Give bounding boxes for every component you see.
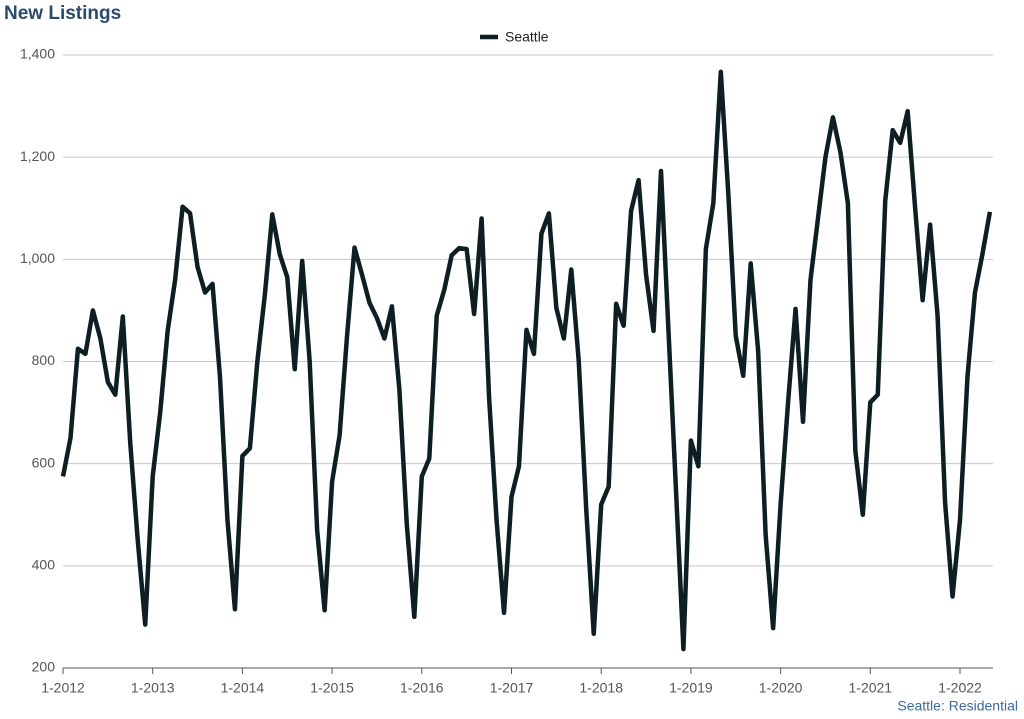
x-tick-label: 1-2022	[938, 680, 982, 696]
source-note: Seattle: Residential	[897, 698, 1018, 714]
y-tick-label: 400	[32, 557, 56, 573]
y-tick-label: 600	[32, 454, 56, 470]
x-tick-label: 1-2021	[849, 680, 893, 696]
y-tick-label: 200	[32, 659, 56, 675]
data-line	[60, 69, 993, 652]
x-tick-label: 1-2016	[400, 680, 444, 696]
x-tick-label: 1-2014	[221, 680, 265, 696]
x-tick-label: 1-2018	[579, 680, 623, 696]
legend-label: Seattle	[505, 29, 549, 45]
x-tick-label: 1-2012	[41, 680, 85, 696]
x-tick-label: 1-2015	[310, 680, 354, 696]
x-tick-label: 1-2020	[759, 680, 803, 696]
x-tick-label: 1-2017	[490, 680, 534, 696]
y-tick-label: 800	[32, 352, 56, 368]
x-tick-label: 1-2019	[669, 680, 713, 696]
y-tick-label: 1,200	[20, 148, 55, 164]
y-tick-label: 1,400	[20, 46, 55, 62]
chart-title: New Listings	[4, 3, 121, 24]
y-tick-label: 1,000	[20, 250, 55, 266]
x-tick-label: 1-2013	[131, 680, 175, 696]
